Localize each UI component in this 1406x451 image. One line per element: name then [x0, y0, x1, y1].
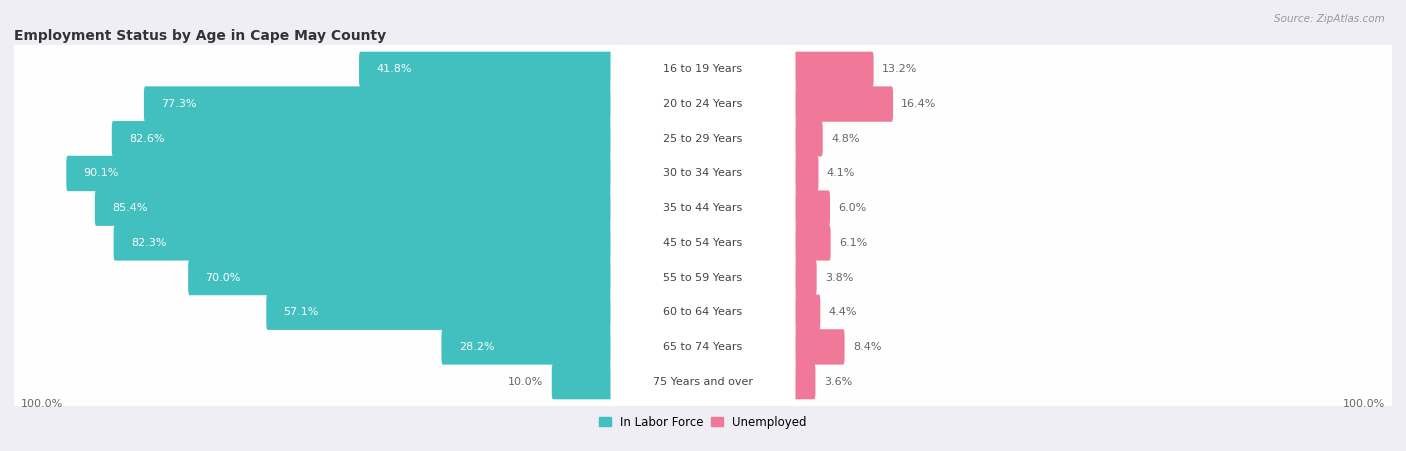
FancyBboxPatch shape	[7, 179, 1399, 307]
FancyBboxPatch shape	[610, 58, 796, 150]
FancyBboxPatch shape	[7, 110, 1399, 237]
Text: 75 Years and over: 75 Years and over	[652, 377, 754, 387]
FancyBboxPatch shape	[7, 283, 1399, 411]
FancyBboxPatch shape	[610, 197, 796, 289]
Text: Employment Status by Age in Cape May County: Employment Status by Age in Cape May Cou…	[14, 29, 387, 43]
FancyBboxPatch shape	[792, 52, 873, 87]
FancyBboxPatch shape	[792, 121, 823, 156]
FancyBboxPatch shape	[792, 260, 817, 295]
FancyBboxPatch shape	[610, 231, 796, 323]
FancyBboxPatch shape	[7, 249, 1399, 376]
FancyBboxPatch shape	[792, 329, 845, 364]
FancyBboxPatch shape	[188, 260, 614, 295]
Text: 4.4%: 4.4%	[828, 307, 858, 317]
Text: 3.8%: 3.8%	[825, 272, 853, 282]
Text: 10.0%: 10.0%	[509, 377, 544, 387]
Text: 13.2%: 13.2%	[882, 64, 917, 74]
Text: 77.3%: 77.3%	[162, 99, 197, 109]
FancyBboxPatch shape	[792, 156, 818, 191]
FancyBboxPatch shape	[7, 5, 1399, 133]
Text: 3.6%: 3.6%	[824, 377, 852, 387]
Text: 90.1%: 90.1%	[83, 169, 120, 179]
FancyBboxPatch shape	[792, 225, 831, 261]
FancyBboxPatch shape	[66, 156, 614, 191]
FancyBboxPatch shape	[792, 364, 815, 399]
Text: 57.1%: 57.1%	[284, 307, 319, 317]
Text: 4.8%: 4.8%	[831, 134, 859, 144]
FancyBboxPatch shape	[610, 301, 796, 393]
Text: 6.0%: 6.0%	[838, 203, 866, 213]
FancyBboxPatch shape	[94, 190, 614, 226]
Text: 82.6%: 82.6%	[129, 134, 165, 144]
FancyBboxPatch shape	[112, 121, 614, 156]
Text: 100.0%: 100.0%	[21, 399, 63, 409]
FancyBboxPatch shape	[610, 23, 796, 115]
Text: 16.4%: 16.4%	[901, 99, 936, 109]
Text: 70.0%: 70.0%	[205, 272, 240, 282]
Text: 4.1%: 4.1%	[827, 169, 855, 179]
FancyBboxPatch shape	[7, 75, 1399, 202]
FancyBboxPatch shape	[792, 295, 820, 330]
Text: 60 to 64 Years: 60 to 64 Years	[664, 307, 742, 317]
FancyBboxPatch shape	[7, 40, 1399, 168]
FancyBboxPatch shape	[792, 87, 893, 122]
Text: 20 to 24 Years: 20 to 24 Years	[664, 99, 742, 109]
Text: 100.0%: 100.0%	[1343, 399, 1385, 409]
Text: 16 to 19 Years: 16 to 19 Years	[664, 64, 742, 74]
FancyBboxPatch shape	[610, 93, 796, 185]
Text: 41.8%: 41.8%	[377, 64, 412, 74]
Text: 35 to 44 Years: 35 to 44 Years	[664, 203, 742, 213]
Text: 25 to 29 Years: 25 to 29 Years	[664, 134, 742, 144]
FancyBboxPatch shape	[7, 318, 1399, 446]
Text: 30 to 34 Years: 30 to 34 Years	[664, 169, 742, 179]
FancyBboxPatch shape	[266, 295, 614, 330]
FancyBboxPatch shape	[7, 214, 1399, 341]
FancyBboxPatch shape	[610, 128, 796, 220]
FancyBboxPatch shape	[610, 266, 796, 358]
Legend: In Labor Force, Unemployed: In Labor Force, Unemployed	[599, 416, 807, 429]
FancyBboxPatch shape	[610, 336, 796, 428]
FancyBboxPatch shape	[792, 190, 830, 226]
FancyBboxPatch shape	[7, 144, 1399, 272]
FancyBboxPatch shape	[551, 364, 614, 399]
Text: 8.4%: 8.4%	[853, 342, 882, 352]
Text: 55 to 59 Years: 55 to 59 Years	[664, 272, 742, 282]
Text: 65 to 74 Years: 65 to 74 Years	[664, 342, 742, 352]
FancyBboxPatch shape	[359, 52, 614, 87]
Text: Source: ZipAtlas.com: Source: ZipAtlas.com	[1274, 14, 1385, 23]
FancyBboxPatch shape	[610, 162, 796, 254]
Text: 6.1%: 6.1%	[839, 238, 868, 248]
Text: 85.4%: 85.4%	[112, 203, 148, 213]
Text: 28.2%: 28.2%	[458, 342, 495, 352]
FancyBboxPatch shape	[143, 87, 614, 122]
Text: 45 to 54 Years: 45 to 54 Years	[664, 238, 742, 248]
Text: 82.3%: 82.3%	[131, 238, 166, 248]
FancyBboxPatch shape	[114, 225, 614, 261]
FancyBboxPatch shape	[441, 329, 614, 364]
